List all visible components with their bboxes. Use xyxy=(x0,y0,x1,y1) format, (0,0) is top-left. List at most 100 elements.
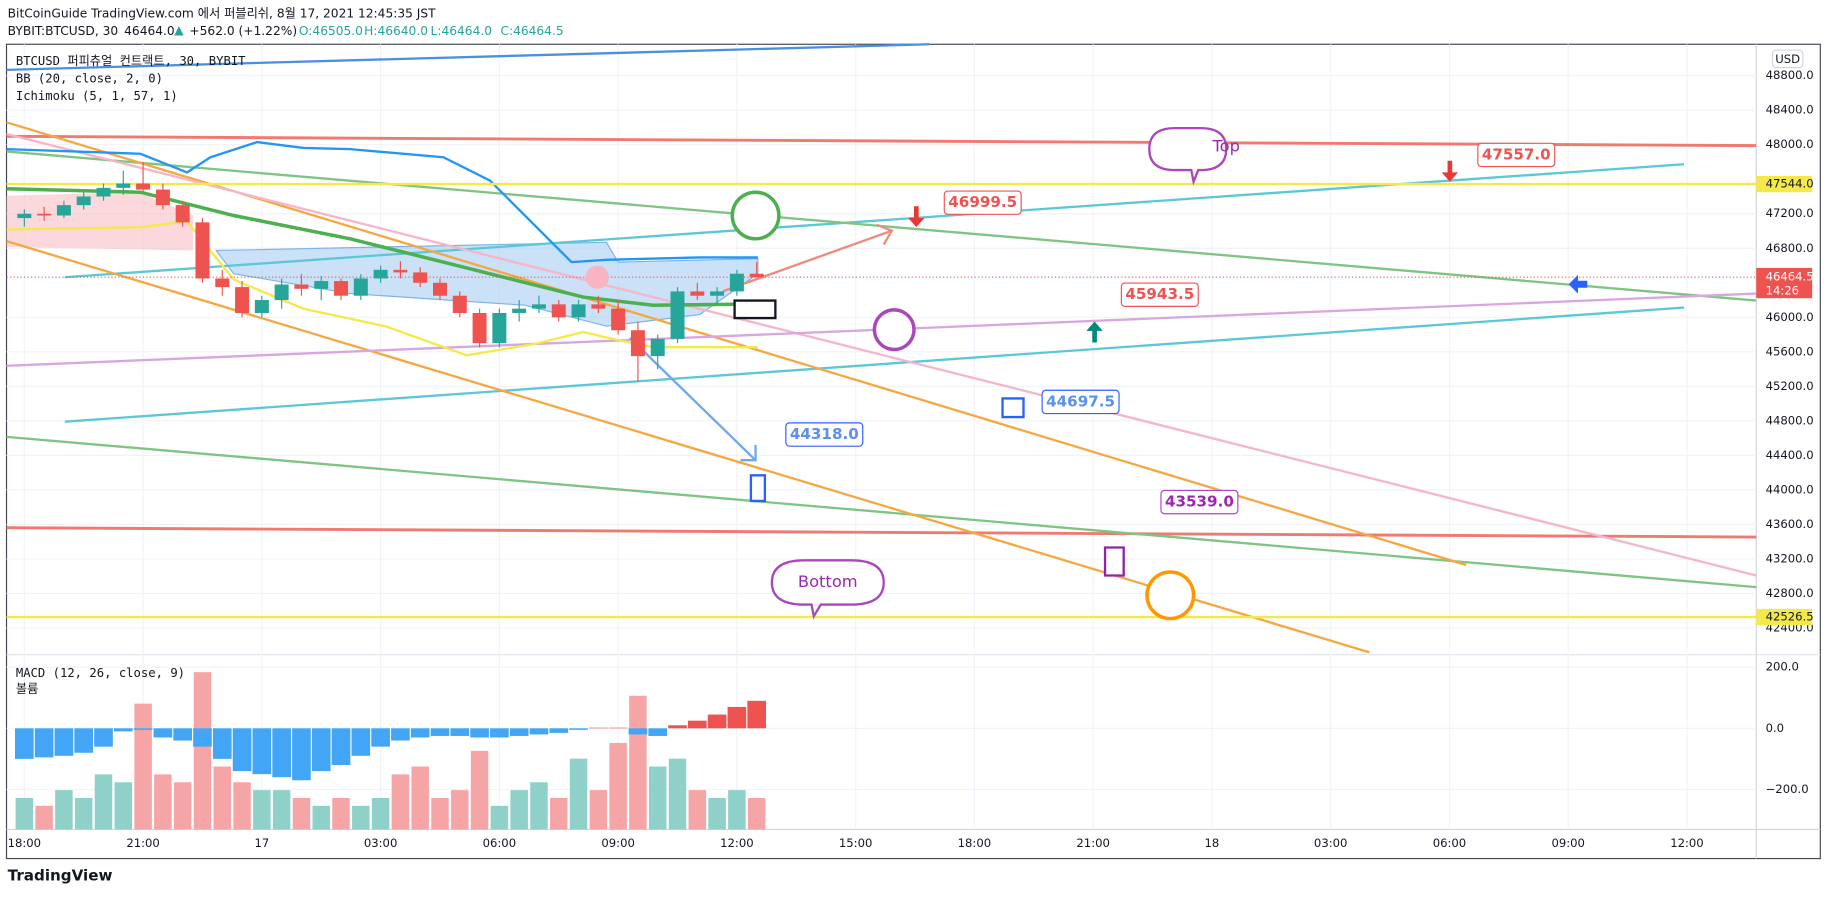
up-arrow-icon xyxy=(1086,321,1103,343)
trendline xyxy=(6,240,1370,654)
candle-body xyxy=(492,312,507,344)
candle-body xyxy=(175,205,190,223)
last-price-label: 46464.5 xyxy=(1766,270,1814,284)
macd-histogram xyxy=(113,728,133,732)
volume-bar xyxy=(688,790,707,830)
y-tick-label: 48800.0 xyxy=(1766,68,1814,82)
candle-body xyxy=(611,308,626,331)
macd-histogram xyxy=(490,728,509,738)
volume-bar xyxy=(332,797,350,830)
down-arrow xyxy=(908,206,925,228)
volume-bar xyxy=(550,797,568,830)
bottom-label: Bottom xyxy=(798,572,858,591)
volume-bar xyxy=(411,766,429,830)
macd-histogram xyxy=(707,714,727,729)
macd-histogram xyxy=(193,728,212,747)
y-tick-label: 45200.0 xyxy=(1766,379,1814,393)
x-tick-label: 21:00 xyxy=(1076,836,1110,850)
y-tick-label: 44000.0 xyxy=(1766,482,1814,496)
top-label: Top xyxy=(1211,136,1240,155)
volume-bar xyxy=(391,774,410,830)
volume-bar xyxy=(609,742,627,830)
arrow-head xyxy=(740,445,757,462)
up-arrow: ▲ xyxy=(174,23,184,37)
arrow-head xyxy=(876,223,894,246)
price-callout xyxy=(943,190,1022,215)
legend-main: BTCUSD 퍼피츄얼 컨트랙트, 30, BYBIT xyxy=(16,54,246,68)
y-tick-label: −200.0 xyxy=(1766,782,1809,796)
volume-bar xyxy=(530,782,548,830)
legend-ichimoku: Ichimoku (5, 1, 57, 1) xyxy=(16,89,178,103)
series xyxy=(6,161,1757,781)
y-tick-label: 43600.0 xyxy=(1766,517,1814,531)
volume-bar xyxy=(114,782,133,830)
candle-body xyxy=(472,312,487,344)
candle-body xyxy=(452,295,467,313)
macd-histogram xyxy=(687,720,707,729)
ohlc-low: L:46464.0 xyxy=(431,24,492,38)
hand-icon xyxy=(733,299,777,320)
neutral-face xyxy=(872,308,916,352)
volume-bar xyxy=(253,790,271,830)
volume-bar xyxy=(233,782,251,830)
candle-body xyxy=(591,304,606,309)
macd-histogram xyxy=(608,727,628,729)
trendline xyxy=(6,132,1757,577)
macd-histogram xyxy=(450,728,470,736)
volume-bar xyxy=(371,797,390,830)
macd-histogram xyxy=(133,728,153,730)
volume-bar xyxy=(747,797,766,830)
trendline xyxy=(6,43,930,72)
candle-body xyxy=(353,278,368,296)
volume-bar xyxy=(213,766,232,830)
candle-body xyxy=(690,291,705,296)
annotations: Top Bottom 47557.0 46999.5 45943.5 44697… xyxy=(585,126,1588,621)
last: 46464.0 xyxy=(124,24,175,38)
y-tick-label: 47200.0 xyxy=(1766,206,1814,220)
ohlc-open: O:46505.0 xyxy=(299,24,363,38)
legend-macd: MACD (12, 26, close, 9) xyxy=(16,666,185,680)
volume-bar xyxy=(35,805,53,830)
speech-bubble xyxy=(770,559,885,620)
x-tick-label: 06:00 xyxy=(1433,836,1467,850)
candle-body xyxy=(17,213,32,219)
macd-histogram xyxy=(509,728,529,736)
candle-body xyxy=(433,282,447,296)
volume-bar xyxy=(648,766,667,830)
candle-body xyxy=(551,304,566,318)
legend-bb: BB (20, close, 2, 0) xyxy=(16,72,163,86)
candle-body xyxy=(274,284,289,301)
legend: BTCUSD 퍼피츄얼 컨트랙트, 30, BYBIT BB (20, clos… xyxy=(16,54,246,696)
pig-icon xyxy=(585,265,609,289)
x-tick-label: 06:00 xyxy=(483,836,517,850)
macd-histogram xyxy=(589,727,608,729)
trendline xyxy=(64,163,1685,279)
volume-bar xyxy=(154,774,172,830)
y-tick-label: 42800.0 xyxy=(1766,586,1814,600)
candle-body xyxy=(512,308,527,313)
candle-body xyxy=(96,187,111,197)
cloud-blue xyxy=(215,241,759,327)
symbol: BYBIT:BTCUSD, 30 xyxy=(8,24,119,38)
callout-text: 44318.0 xyxy=(790,425,859,443)
volume-bar xyxy=(94,774,113,830)
candle-body xyxy=(729,273,744,292)
price-callout xyxy=(1041,389,1120,415)
candle-body xyxy=(136,183,151,190)
macd-histogram xyxy=(529,728,549,735)
arrow-line xyxy=(722,229,893,293)
callout-text: 45943.5 xyxy=(1125,285,1194,303)
ohlc-close: C:46464.5 xyxy=(500,24,563,38)
price-tag-label: 42526.5 xyxy=(1766,610,1814,624)
publish-line: BitCoinGuide TradingView.com 에서 퍼블리쉬, 8월… xyxy=(8,6,436,20)
macd-histogram xyxy=(648,728,668,736)
candle-body xyxy=(254,300,269,313)
volume-bar xyxy=(15,797,34,830)
trendline xyxy=(6,134,1757,148)
currency-box[interactable] xyxy=(1771,49,1804,69)
macd-histogram xyxy=(727,706,747,729)
hand-icon xyxy=(1001,397,1025,419)
macd-histogram xyxy=(34,728,54,758)
macd-histogram xyxy=(747,700,767,729)
legend-volume: 볼륨 xyxy=(16,682,38,696)
